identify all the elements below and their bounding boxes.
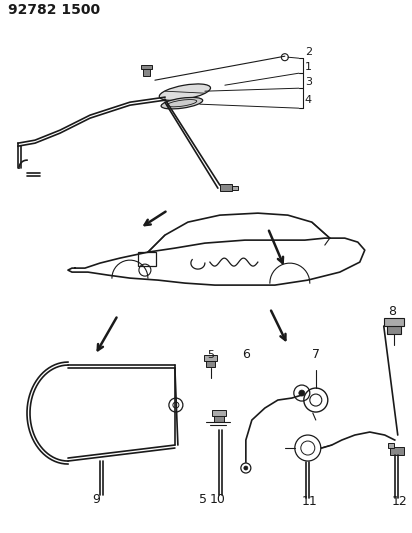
Text: 6: 6 [242, 348, 250, 361]
Bar [390, 447, 404, 455]
Text: 1: 1 [305, 62, 312, 72]
Bar [206, 360, 215, 367]
Circle shape [244, 466, 248, 470]
Text: 3: 3 [305, 77, 312, 87]
Text: 7: 7 [312, 348, 320, 361]
Bar [214, 415, 224, 422]
Bar [143, 67, 150, 76]
Text: 5: 5 [207, 350, 214, 360]
Text: 4: 4 [305, 95, 312, 105]
Bar [138, 252, 156, 266]
Ellipse shape [159, 84, 211, 100]
Bar [220, 184, 232, 191]
Bar [212, 410, 226, 416]
Text: 11: 11 [302, 495, 318, 508]
Bar [232, 186, 238, 190]
Bar [388, 443, 394, 448]
Text: 2: 2 [305, 47, 312, 57]
Bar [204, 355, 217, 361]
Text: 92782 1500: 92782 1500 [8, 3, 100, 17]
Bar [141, 65, 152, 69]
Text: 9: 9 [92, 493, 100, 506]
Bar [387, 325, 401, 334]
Ellipse shape [161, 98, 203, 109]
Text: 12: 12 [392, 495, 407, 508]
Text: 8: 8 [388, 305, 396, 318]
Bar [384, 318, 404, 326]
Text: 10: 10 [210, 493, 226, 506]
Text: 5: 5 [199, 493, 207, 506]
Circle shape [299, 390, 305, 396]
